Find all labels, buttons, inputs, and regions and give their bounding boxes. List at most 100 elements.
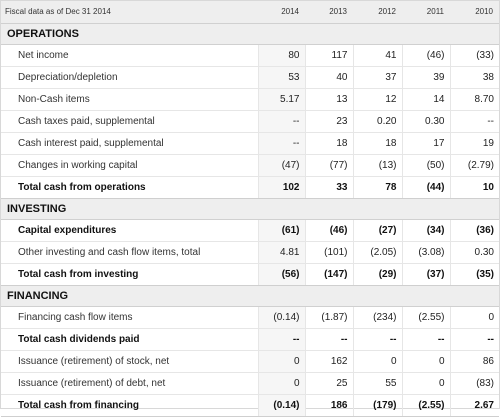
table-row: Cash taxes paid, supplemental -- 23 0.20 0.3… — [1, 110, 499, 133]
section-title: INVESTING — [1, 198, 499, 220]
section-header-investing: INVESTING — [1, 198, 499, 220]
cell-value-2014: (47) — [257, 154, 305, 177]
cell-value-2013: 40 — [304, 66, 353, 89]
cell-value-2013: (147) — [304, 263, 353, 286]
year-header-2013: 2013 — [305, 1, 353, 24]
cell-value-2011: (2.55) — [401, 306, 450, 329]
cell-value-2013: (1.87) — [304, 306, 353, 329]
cell-value-2011: (46) — [401, 44, 450, 67]
cell-value-2011: 0.30 — [401, 110, 450, 133]
table-row: Changes in working capital (47) (77) (13) (5… — [1, 154, 499, 177]
table-row: Depreciation/depletion 53 40 37 39 38 — [1, 66, 499, 89]
cell-value-2014: -- — [257, 110, 305, 133]
cell-value-2013: 13 — [304, 88, 353, 111]
cell-value-2013: (77) — [304, 154, 353, 177]
cell-value-2010: 38 — [449, 66, 499, 89]
cell-value-2013: 162 — [304, 350, 353, 373]
cell-value-2010: -- — [449, 328, 499, 351]
year-header-2012: 2012 — [353, 1, 402, 24]
table-row: Non-Cash items 5.17 13 12 14 8.70 — [1, 88, 499, 111]
cell-value-2011: -- — [401, 328, 450, 351]
table-header-row: Fiscal data as of Dec 31 2014 2014 2013 … — [1, 1, 499, 24]
table-row: Capital expenditures (61) (46) (27) (34) (36) — [1, 219, 499, 242]
cell-value-2012: (2.05) — [352, 241, 402, 264]
cell-value-2014: (61) — [257, 219, 305, 242]
cell-value-2011: (44) — [401, 176, 450, 199]
cell-value-2014: 102 — [257, 176, 305, 199]
cell-value-2013: (46) — [304, 219, 353, 242]
cell-value-2014: 53 — [257, 66, 305, 89]
cell-value-2011: (50) — [401, 154, 450, 177]
cell-value-2013: 25 — [304, 372, 353, 395]
section-title: FINANCING — [1, 285, 499, 307]
row-label: Depreciation/depletion — [1, 66, 258, 89]
cell-value-2012: 55 — [352, 372, 402, 395]
cell-value-2011: (2.55) — [401, 394, 450, 417]
cell-value-2012: (27) — [352, 219, 402, 242]
row-label: Other investing and cash flow items, tot… — [1, 241, 258, 264]
cell-value-2012: 18 — [352, 132, 402, 155]
cell-value-2012: 78 — [352, 176, 402, 199]
row-label: Cash interest paid, supplemental — [1, 132, 258, 155]
cell-value-2010: 8.70 — [449, 88, 499, 111]
section-title: OPERATIONS — [1, 23, 499, 45]
cell-value-2012: -- — [352, 328, 402, 351]
cell-value-2010: 0 — [449, 306, 499, 329]
cell-value-2010: (2.79) — [449, 154, 499, 177]
cell-value-2012: 12 — [352, 88, 402, 111]
row-label: Total cash from investing — [1, 263, 258, 286]
cell-value-2010: 10 — [449, 176, 499, 199]
cell-value-2013: 23 — [304, 110, 353, 133]
cell-value-2011: 0 — [401, 350, 450, 373]
table-row: Total cash dividends paid -- -- -- -- -- — [1, 328, 499, 351]
row-label: Financing cash flow items — [1, 306, 258, 329]
cell-value-2011: 0 — [401, 372, 450, 395]
cell-value-2010: 2.67 — [449, 394, 499, 417]
row-label: Issuance (retirement) of stock, net — [1, 350, 258, 373]
row-label: Total cash dividends paid — [1, 328, 258, 351]
cell-value-2011: 14 — [401, 88, 450, 111]
cell-value-2014: -- — [257, 132, 305, 155]
cell-value-2010: (33) — [449, 44, 499, 67]
cell-value-2011: (37) — [401, 263, 450, 286]
section-header-operations: OPERATIONS — [1, 23, 499, 45]
cell-value-2010: -- — [449, 110, 499, 133]
total-row: Total cash from investing (56) (147) (29) (3… — [1, 263, 499, 286]
cell-value-2010: 19 — [449, 132, 499, 155]
section-header-financing: FINANCING — [1, 285, 499, 307]
cell-value-2014: 80 — [257, 44, 305, 67]
total-row: Total cash from operations 102 33 78 (44) 10 — [1, 176, 499, 199]
cell-value-2014: -- — [257, 328, 305, 351]
row-label: Cash taxes paid, supplemental — [1, 110, 258, 133]
cell-value-2012: (179) — [352, 394, 402, 417]
table-row: Financing cash flow items (0.14) (1.87) (23… — [1, 306, 499, 329]
table-row: Issuance (retirement) of debt, net 0 25 55 0… — [1, 372, 499, 395]
row-label: Changes in working capital — [1, 154, 258, 177]
cell-value-2014: 0 — [257, 350, 305, 373]
cell-value-2013: -- — [304, 328, 353, 351]
row-label: Issuance (retirement) of debt, net — [1, 372, 258, 395]
cell-value-2014: (0.14) — [257, 394, 305, 417]
fiscal-data-label: Fiscal data as of Dec 31 2014 — [1, 1, 258, 24]
cell-value-2012: 41 — [352, 44, 402, 67]
table-row: Net income 80 117 41 (46) (33) — [1, 44, 499, 67]
cell-value-2011: (3.08) — [401, 241, 450, 264]
cell-value-2012: 0 — [352, 350, 402, 373]
cell-value-2011: 39 — [401, 66, 450, 89]
cell-value-2012: (234) — [352, 306, 402, 329]
row-label: Total cash from financing — [1, 394, 258, 417]
cell-value-2014: (0.14) — [257, 306, 305, 329]
year-header-2014: 2014 — [258, 1, 305, 24]
year-header-2011: 2011 — [402, 1, 450, 24]
cell-value-2013: 117 — [304, 44, 353, 67]
cell-value-2010: 0.30 — [449, 241, 499, 264]
table-body: OPERATIONS Net income 80 117 41 (46) (33) Depre… — [1, 23, 499, 417]
cell-value-2012: (29) — [352, 263, 402, 286]
row-label: Net income — [1, 44, 258, 67]
cell-value-2010: (35) — [449, 263, 499, 286]
cell-value-2012: 37 — [352, 66, 402, 89]
cell-value-2014: 5.17 — [257, 88, 305, 111]
cell-value-2010: 86 — [449, 350, 499, 373]
cell-value-2012: (13) — [352, 154, 402, 177]
